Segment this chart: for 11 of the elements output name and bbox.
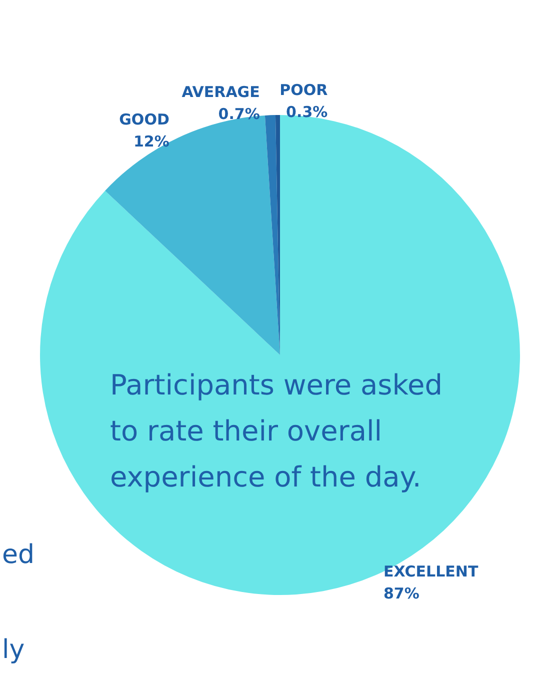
slice-label: AVERAGE: [182, 83, 260, 102]
slice-label: POOR: [280, 81, 328, 100]
slice-label: GOOD: [119, 110, 170, 129]
data-label: 0.3%: [286, 103, 328, 122]
slice-label: EXCELLENT: [383, 562, 479, 581]
data-label: 12%: [134, 132, 170, 151]
text: ly: [2, 635, 25, 665]
text: Participants were asked to rate their overall experience of the day.: [110, 368, 452, 494]
data-label: 87%: [383, 584, 420, 603]
data-label: 0.7%: [218, 105, 260, 124]
text: ed: [2, 540, 34, 570]
